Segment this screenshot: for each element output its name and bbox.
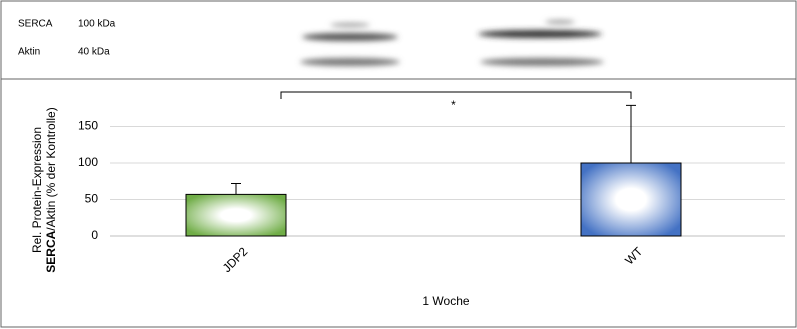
y-axis-title: SERCA/Aktin (% der Kontrolle) xyxy=(44,107,58,272)
blot-protein: SERCA xyxy=(18,19,53,30)
y-tick-label: 150 xyxy=(78,119,98,133)
y-tick-label: 100 xyxy=(78,155,98,169)
blot-size: 100 kDa xyxy=(78,19,116,30)
blot-protein: Aktin xyxy=(18,47,40,58)
x-tick-label: WT xyxy=(622,244,646,268)
y-axis-title-rest: /Aktin (% der Kontrolle) xyxy=(44,107,58,230)
error-bar xyxy=(626,105,636,163)
significance-marker: * xyxy=(451,98,456,112)
y-tick-label: 0 xyxy=(91,228,98,242)
y-tick-label: 50 xyxy=(85,192,99,206)
bar xyxy=(581,163,681,236)
significance-bracket xyxy=(281,92,631,99)
blot-size: 40 kDa xyxy=(78,47,110,58)
blot-image xyxy=(300,20,604,66)
y-axis-title-bold: SERCA xyxy=(44,230,58,272)
bar xyxy=(186,194,286,236)
blot-frame xyxy=(1,1,796,79)
figure: Rel. Protein-Expression SERCA/Aktin (% d… xyxy=(0,0,797,329)
x-tick-label: JDP2 xyxy=(220,244,251,275)
x-axis-title: 1 Woche xyxy=(422,294,469,308)
y-axis-title: Rel. Protein-Expression xyxy=(30,127,44,253)
error-bar xyxy=(231,183,241,194)
